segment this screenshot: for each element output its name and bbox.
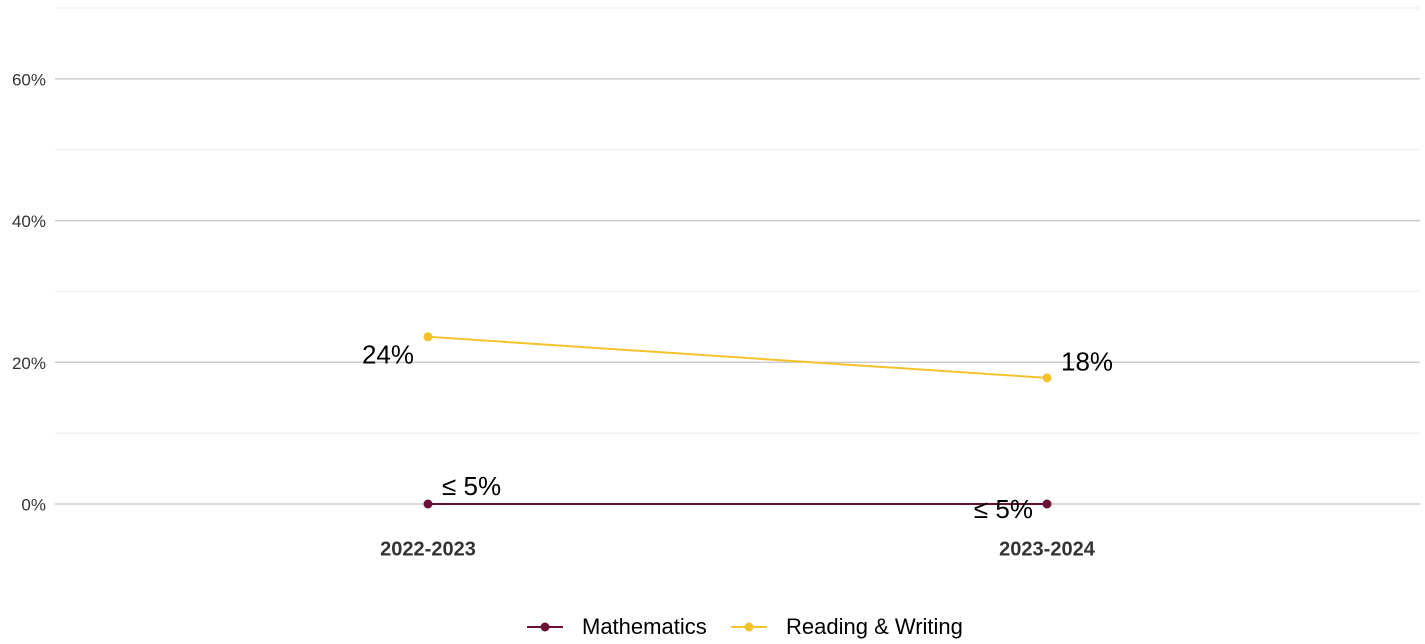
data-label: 24% — [362, 340, 414, 370]
y-tick-label: 60% — [12, 70, 46, 89]
data-label: ≤ 5% — [442, 471, 501, 501]
series-line — [427, 335, 1048, 379]
data-point — [1042, 499, 1052, 509]
data-label: 18% — [1061, 347, 1113, 377]
legend-label: Mathematics — [582, 614, 707, 639]
y-tick-label: 0% — [21, 495, 46, 514]
data-point — [1042, 373, 1052, 383]
y-tick-label: 20% — [12, 354, 46, 373]
legend-label: Reading & Writing — [786, 614, 963, 639]
x-tick-label: 2023-2024 — [999, 538, 1096, 560]
y-tick-label: 40% — [12, 212, 46, 231]
data-label: ≤ 5% — [974, 494, 1033, 524]
data-point — [423, 332, 433, 342]
data-point — [423, 499, 433, 509]
x-tick-label: 2022-2023 — [380, 538, 476, 560]
legend-marker — [744, 622, 754, 632]
legend-marker — [540, 622, 550, 632]
